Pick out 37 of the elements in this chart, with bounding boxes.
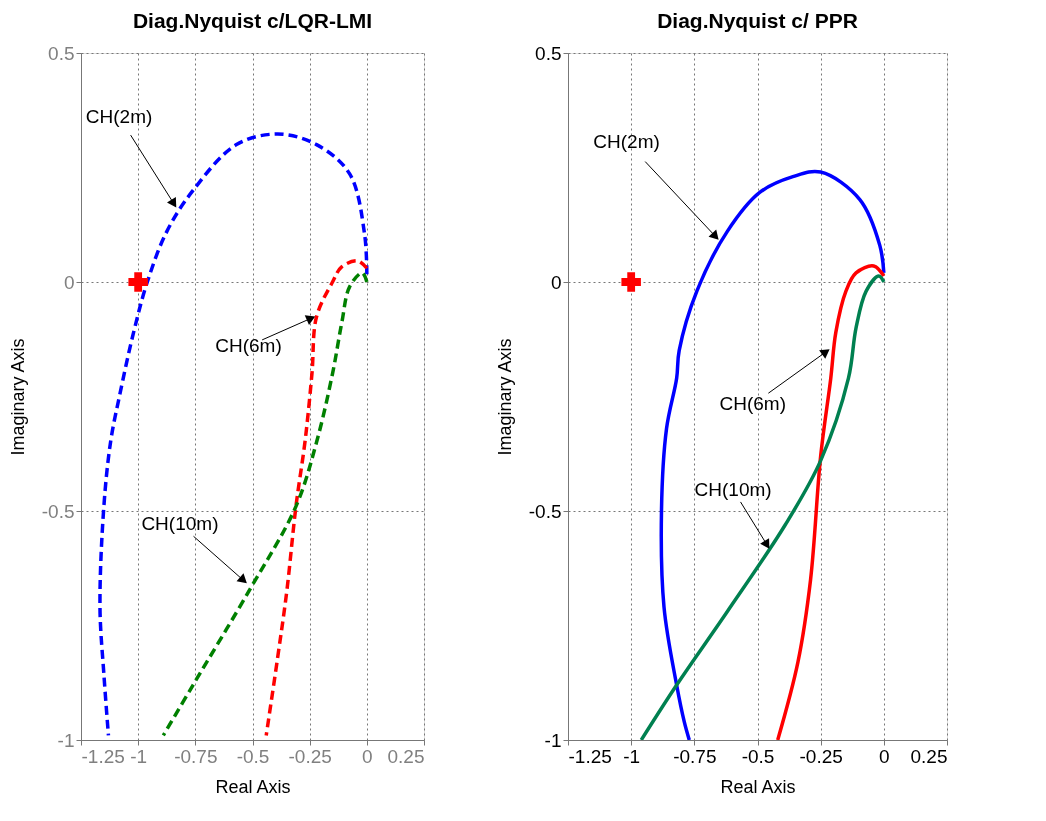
x-tick-label: -1 xyxy=(623,745,641,767)
line-series xyxy=(659,169,886,740)
x-tick-label: 0 xyxy=(879,745,890,767)
line-series xyxy=(98,132,369,738)
x-tick-label: -1.25 xyxy=(81,745,125,767)
x-axis-title: Real Axis xyxy=(720,776,796,797)
x-tick-label: -0.75 xyxy=(673,745,717,767)
x-tick-label: -0.25 xyxy=(288,745,332,767)
annotation: CH(2m) xyxy=(85,105,153,127)
x-tick-label: -1.25 xyxy=(568,745,612,767)
chart-title: Diag.Nyquist c/ PPR xyxy=(657,9,858,32)
x-tick-label: -0.5 xyxy=(236,745,270,767)
x-tick-label: -1 xyxy=(130,745,148,767)
x-axis-title: Real Axis xyxy=(215,776,291,797)
y-axis-title: Imaginary Axis xyxy=(494,338,515,456)
y-tick-label: -1 xyxy=(544,729,562,751)
x-tick-label: 0.25 xyxy=(910,745,948,767)
x-tick-label: -0.25 xyxy=(799,745,843,767)
annotation: CH(10m) xyxy=(694,478,772,500)
y-tick-label: -0.5 xyxy=(41,500,75,522)
annotation: CH(6m) xyxy=(719,393,787,415)
annotation: CH(6m) xyxy=(215,334,282,356)
x-tick-label: 0.25 xyxy=(387,745,425,767)
chart-title: Diag.Nyquist c/LQR-LMI xyxy=(132,9,373,32)
y-tick-label: 0.5 xyxy=(48,42,75,64)
y-tick-label: -1 xyxy=(57,729,75,751)
annotation: CH(2m) xyxy=(593,130,660,152)
line-series xyxy=(639,274,886,740)
x-tick-label: -0.5 xyxy=(741,745,775,767)
x-tick-label: -0.75 xyxy=(174,745,218,767)
x-tick-label: 0 xyxy=(362,745,373,767)
y-tick-label: 0.5 xyxy=(535,42,562,64)
annotation: CH(10m) xyxy=(141,513,219,535)
y-tick-label: -0.5 xyxy=(528,500,562,522)
y-tick-label: 0 xyxy=(550,271,562,293)
y-tick-label: 0 xyxy=(63,271,75,293)
y-axis-title: Imaginary Axis xyxy=(7,338,28,456)
